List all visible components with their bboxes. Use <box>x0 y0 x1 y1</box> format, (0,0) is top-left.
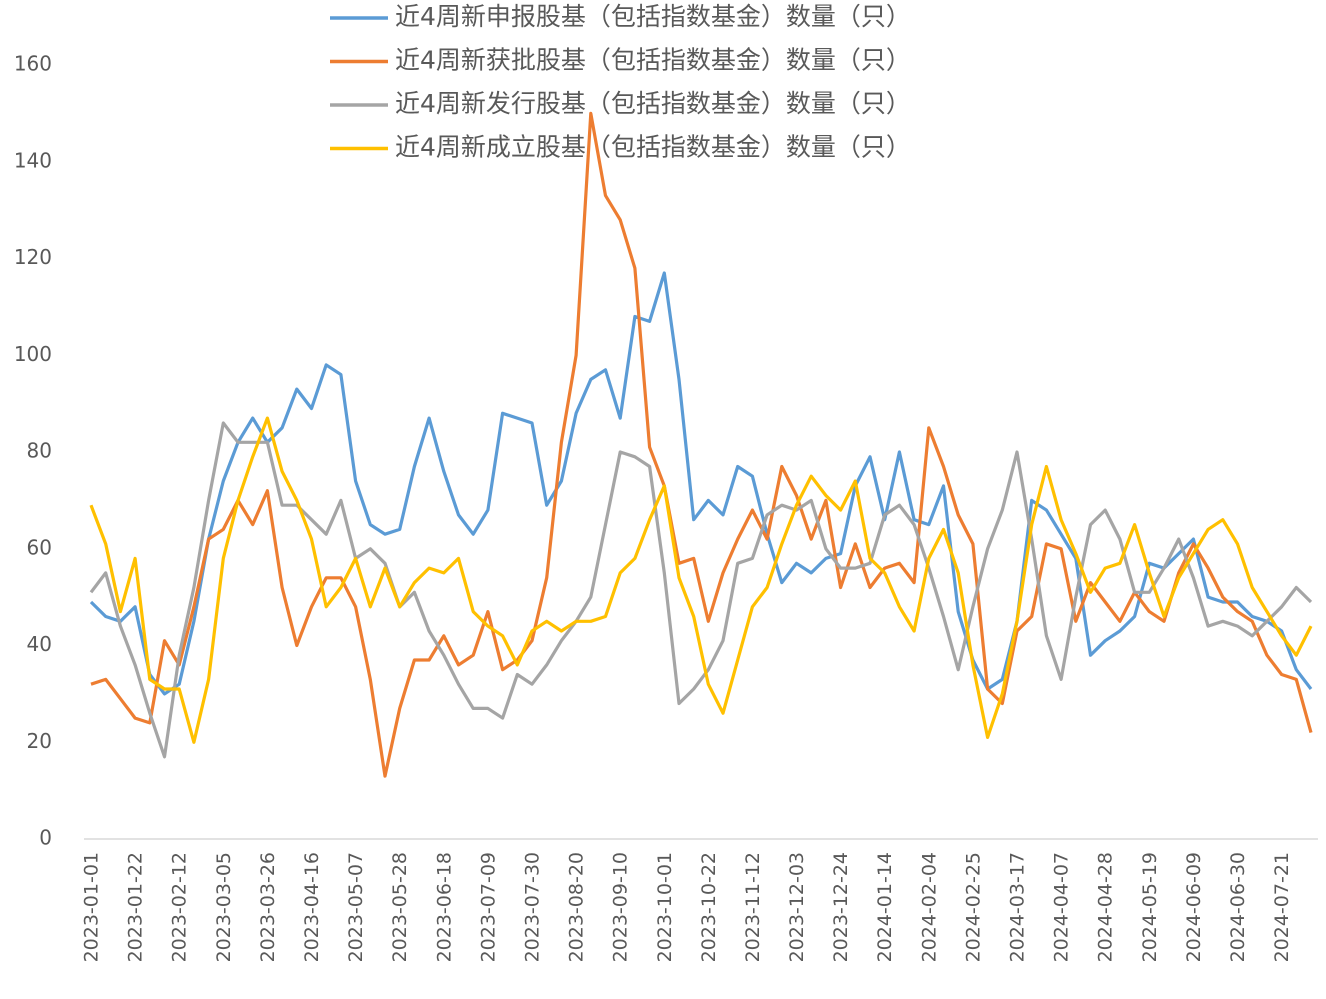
y-tick-label: 100 <box>14 342 52 366</box>
x-tick-label: 2023-04-16 <box>301 852 323 962</box>
x-tick-label: 2024-06-09 <box>1183 852 1205 962</box>
y-tick-label: 0 <box>39 826 52 850</box>
x-tick-label: 2023-03-26 <box>257 852 279 962</box>
x-tick-label: 2024-01-14 <box>874 852 896 962</box>
legend-label: 近4周新成立股基（包括指数基金）数量（只） <box>395 133 911 162</box>
y-tick-label: 20 <box>27 729 52 753</box>
x-tick-label: 2023-01-22 <box>125 852 147 962</box>
x-tick-label: 2023-12-03 <box>786 852 808 962</box>
x-tick-label: 2023-07-09 <box>477 852 499 962</box>
y-tick-label: 80 <box>27 439 52 463</box>
x-tick-label: 2024-05-19 <box>1139 852 1161 962</box>
x-tick-label: 2023-10-22 <box>698 852 720 962</box>
y-tick-label: 40 <box>27 632 52 656</box>
x-tick-label: 2023-02-12 <box>169 852 191 962</box>
x-tick-label: 2024-03-17 <box>1007 852 1029 962</box>
x-tick-label: 2024-02-25 <box>962 852 984 962</box>
x-tick-label: 2023-05-28 <box>389 852 411 962</box>
x-tick-label: 2024-04-07 <box>1051 852 1073 962</box>
x-tick-label: 2023-07-30 <box>521 852 543 962</box>
x-tick-label: 2024-04-28 <box>1095 852 1117 962</box>
legend-label: 近4周新获批股基（包括指数基金）数量（只） <box>395 46 911 75</box>
series-line <box>90 111 1313 778</box>
x-tick-label: 2023-12-24 <box>830 852 852 962</box>
legend-label: 近4周新发行股基（包括指数基金）数量（只） <box>395 89 911 118</box>
y-tick-label: 60 <box>27 535 52 559</box>
x-tick-label: 2024-07-21 <box>1271 852 1293 962</box>
x-tick-label: 2023-01-01 <box>81 852 103 962</box>
x-tick-label: 2023-05-07 <box>345 852 367 962</box>
y-tick-label: 140 <box>14 148 52 172</box>
series-line <box>89 421 1313 759</box>
x-tick-label: 2023-06-18 <box>433 852 455 962</box>
x-tick-label: 2023-11-12 <box>742 852 764 962</box>
y-tick-label: 160 <box>14 52 52 76</box>
x-tick-label: 2023-09-10 <box>610 852 632 962</box>
x-tick-label: 2024-06-30 <box>1227 852 1249 962</box>
series-line <box>89 416 1313 744</box>
y-tick-label: 120 <box>14 245 52 269</box>
series-line <box>89 271 1313 696</box>
x-tick-label: 2023-03-05 <box>213 852 235 962</box>
x-tick-label: 2023-10-01 <box>654 852 676 962</box>
x-tick-label: 2023-08-20 <box>566 852 588 962</box>
legend-label: 近4周新申报股基（包括指数基金）数量（只） <box>395 2 911 31</box>
x-tick-label: 2024-02-04 <box>918 852 940 962</box>
